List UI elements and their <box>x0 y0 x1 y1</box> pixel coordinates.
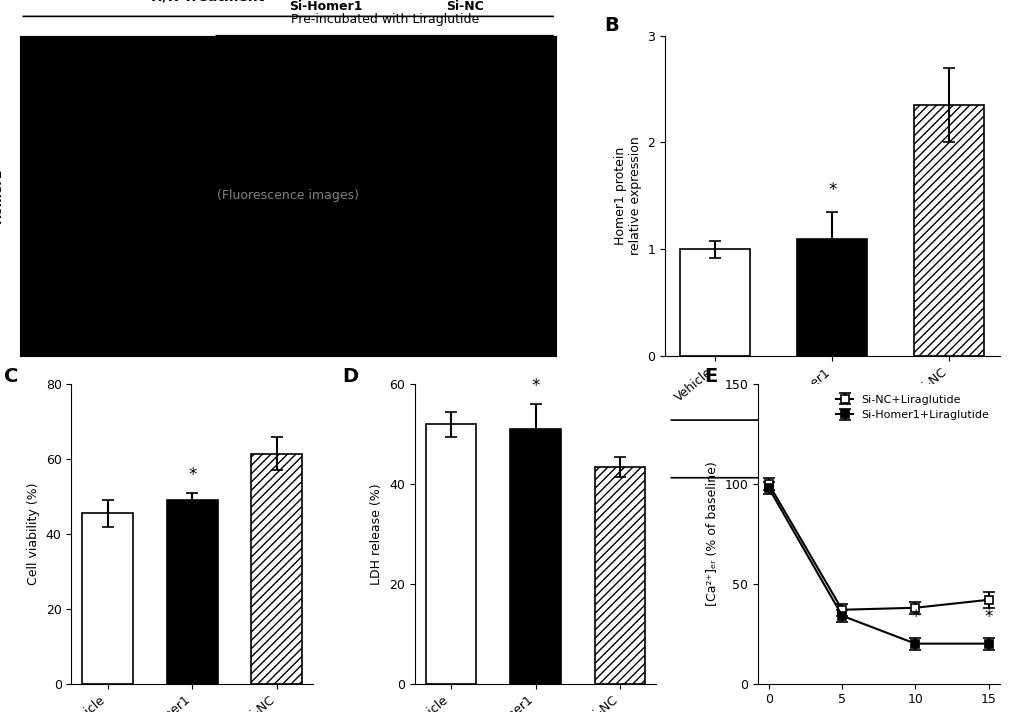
Y-axis label: Homer1 protein
relative expression: Homer1 protein relative expression <box>613 137 641 255</box>
Text: C: C <box>4 367 18 385</box>
Bar <box>251 454 302 684</box>
Bar <box>425 424 476 684</box>
Text: Homer1: Homer1 <box>0 168 4 224</box>
Bar <box>680 249 750 356</box>
Bar <box>796 239 866 356</box>
Legend: Si-NC+Liraglutide, Si-Homer1+Liraglutide: Si-NC+Liraglutide, Si-Homer1+Liraglutide <box>830 390 994 424</box>
Bar <box>167 501 217 684</box>
Text: B: B <box>604 16 619 36</box>
Text: *: * <box>187 466 197 484</box>
Text: *: * <box>827 181 836 199</box>
Text: E: E <box>704 367 717 385</box>
Bar <box>913 105 983 356</box>
Y-axis label: [Ca²⁺]ₑᵣ (% of baseline): [Ca²⁺]ₑᵣ (% of baseline) <box>705 461 718 607</box>
Text: Pre-incubated with Liraglutide: Pre-incubated with Liraglutide <box>290 13 478 26</box>
Bar <box>83 513 132 684</box>
Bar <box>510 429 560 684</box>
Text: (Fluorescence images): (Fluorescence images) <box>217 189 359 202</box>
Text: H/R Treatment: H/R Treatment <box>151 0 264 4</box>
Text: Liraglutide: Liraglutide <box>794 503 869 516</box>
Text: Si-NC: Si-NC <box>445 0 483 14</box>
Text: Si-Homer1: Si-Homer1 <box>288 0 362 14</box>
Text: H/R: H/R <box>819 446 844 459</box>
Y-axis label: Cell viability (%): Cell viability (%) <box>28 483 40 585</box>
Bar <box>594 467 645 684</box>
Text: *: * <box>531 377 539 395</box>
Text: D: D <box>341 367 358 385</box>
Y-axis label: LDH release (%): LDH release (%) <box>370 483 383 585</box>
Text: *: * <box>910 608 919 626</box>
Text: *: * <box>983 608 991 626</box>
